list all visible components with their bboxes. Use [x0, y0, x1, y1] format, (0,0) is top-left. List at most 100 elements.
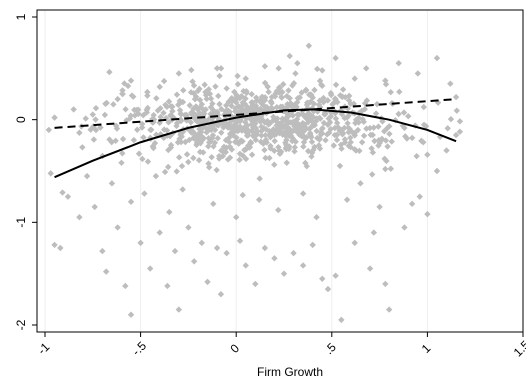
scatter-point — [310, 100, 318, 107]
scatter-point — [275, 206, 282, 214]
scatter-point — [332, 81, 340, 88]
scatter-point — [205, 160, 212, 167]
scatter-point — [156, 119, 163, 127]
scatter-point — [261, 146, 268, 154]
scatter-point — [277, 148, 285, 155]
scatter-point — [327, 113, 335, 120]
scatter-point — [274, 115, 281, 122]
scatter-point — [204, 127, 212, 134]
scatter-point — [261, 79, 269, 87]
scatter-point — [355, 118, 362, 126]
scatter-point — [316, 97, 323, 104]
scatter-point — [323, 131, 331, 138]
scatter-point — [307, 91, 314, 98]
scatter-point — [413, 152, 420, 160]
scatter-point — [308, 138, 316, 146]
scatter-point — [233, 214, 240, 221]
scatter-point — [433, 167, 441, 175]
scatter-point — [165, 98, 173, 105]
scatter-point — [76, 214, 83, 221]
scatter-point — [352, 119, 359, 127]
scatter-point — [208, 134, 216, 142]
scatter-point — [51, 241, 58, 249]
scatter-point — [249, 132, 257, 139]
scatter-point — [212, 83, 219, 90]
scatter-point — [401, 224, 408, 231]
scatter-point — [324, 285, 332, 293]
scatter-point — [294, 99, 301, 106]
scatter-point — [119, 150, 126, 157]
scatter-point — [305, 42, 313, 49]
scatter-point — [196, 96, 204, 104]
scatter-point — [324, 97, 331, 104]
scatter-point — [213, 166, 220, 174]
scatter-point — [304, 147, 312, 155]
scatter-point — [239, 191, 246, 199]
scatter-point — [270, 129, 277, 137]
scatter-point — [190, 154, 197, 162]
scatter-point — [101, 111, 109, 119]
y-tick-label: -2 — [14, 319, 28, 330]
scatter-point — [156, 229, 163, 236]
scatter-point — [298, 89, 305, 96]
scatter-point — [241, 146, 248, 154]
scatter-point — [387, 88, 394, 96]
scatter-point — [244, 122, 251, 129]
scatter-point — [286, 95, 293, 102]
scatter-point — [299, 262, 307, 269]
scatter-point — [315, 142, 323, 149]
scatter-point — [231, 128, 238, 135]
scatter-point — [343, 196, 351, 203]
scatter-point — [282, 132, 289, 139]
scatter-point — [386, 130, 393, 138]
scatter-point — [338, 316, 345, 324]
scatter-point — [345, 92, 353, 100]
scatter-point — [309, 241, 316, 249]
scatter-point — [370, 229, 378, 236]
scatter-point — [337, 126, 345, 134]
scatter-point — [338, 145, 345, 152]
scatter-point — [433, 54, 441, 62]
scatter-point — [162, 101, 169, 109]
scatter-point — [191, 95, 199, 103]
scatter-point — [339, 86, 347, 93]
scatter-point — [239, 99, 246, 106]
scatter-point — [242, 75, 249, 82]
scatter-point — [76, 129, 83, 136]
scatter-point — [177, 138, 185, 146]
scatter-point — [150, 111, 157, 119]
scatter-point — [215, 155, 223, 162]
scatter-point — [183, 151, 191, 158]
scatter-point — [277, 124, 284, 132]
scatter-point — [375, 123, 382, 130]
x-tick-label: 1.5 — [511, 338, 526, 360]
scatter-point — [119, 135, 127, 143]
quadratic-fit-line — [54, 108, 457, 179]
scatter-point — [248, 99, 255, 106]
scatter-point — [112, 137, 119, 144]
scatter-point — [90, 123, 97, 130]
scatter-point — [263, 139, 270, 146]
scatter-point — [199, 136, 206, 143]
scatter-point — [261, 119, 269, 126]
scatter-point — [92, 104, 100, 112]
scatter-point — [199, 149, 207, 156]
scatter-point — [265, 88, 272, 96]
scatter-point — [228, 146, 236, 153]
scatter-point — [205, 86, 212, 93]
scatter-point — [294, 60, 301, 67]
scatter-point — [382, 280, 389, 288]
scatter-point — [47, 170, 54, 177]
scatter-point — [366, 124, 374, 132]
scatter-point — [258, 127, 265, 135]
scatter-point — [161, 168, 169, 176]
scatter-point — [190, 82, 198, 89]
scatter-point — [400, 109, 408, 116]
x-axis: -1 -.5 0 .5 1 1.5 — [35, 332, 526, 359]
scatter-point — [299, 190, 307, 197]
scatter-point — [182, 138, 189, 146]
scatter-point — [313, 127, 320, 135]
scatter-point — [204, 278, 211, 286]
scatter-point — [355, 114, 362, 121]
